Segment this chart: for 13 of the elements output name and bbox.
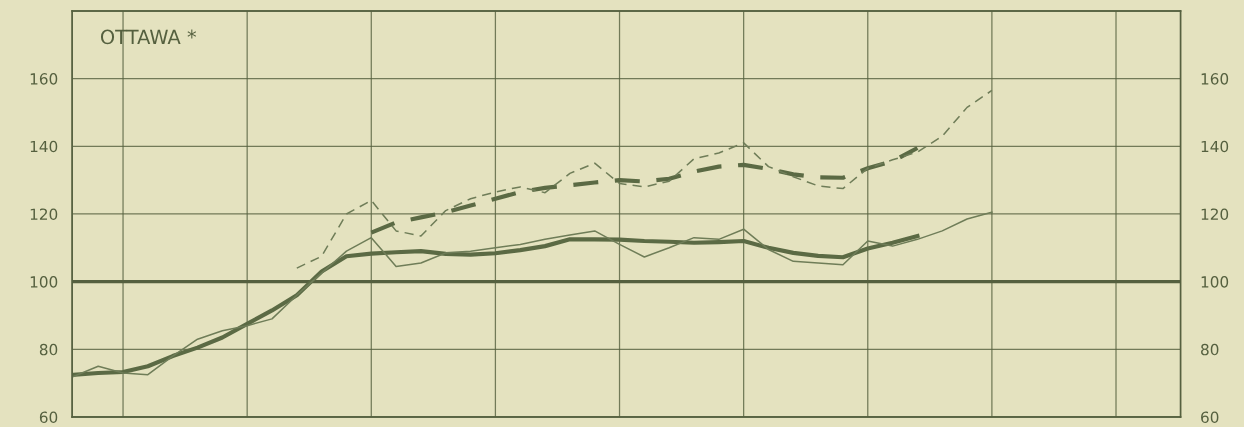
y2-tick-label: 140 [1201, 140, 1229, 153]
annotation: OTTAWA * [100, 29, 197, 45]
y-tick-label: 80 [39, 343, 58, 356]
y-tick-label: 140 [30, 140, 58, 153]
y-tick-label: 120 [30, 208, 58, 220]
y2-tick-label: 80 [1201, 343, 1219, 356]
y-tick-label: 160 [30, 73, 58, 85]
y-tick-label: 100 [30, 276, 58, 288]
y2-tick-label: 100 [1201, 276, 1229, 288]
y2-tick-label: 160 [1201, 73, 1229, 85]
y2-tick-label: 120 [1201, 208, 1229, 220]
y2-tick-label: 60 [1201, 411, 1219, 424]
y-tick-label: 60 [39, 411, 58, 424]
